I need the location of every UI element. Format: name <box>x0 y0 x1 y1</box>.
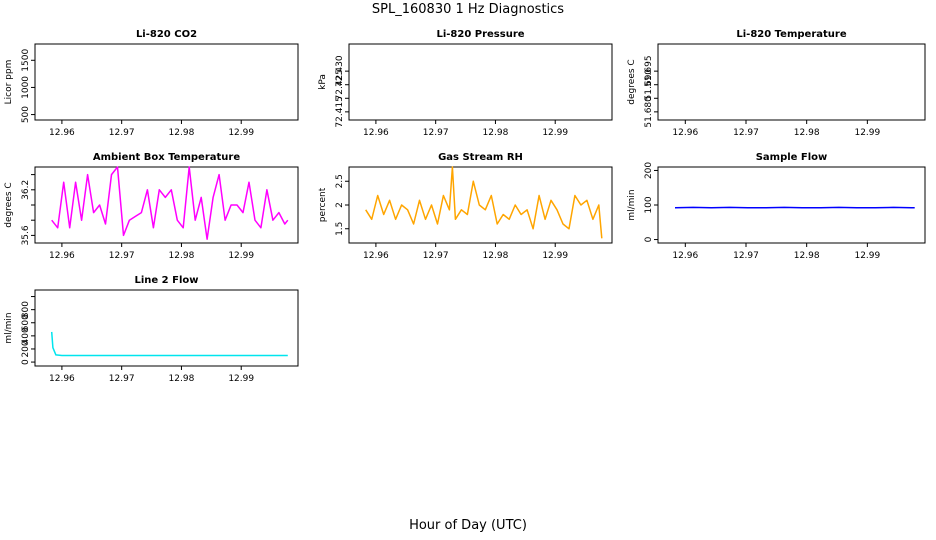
y-axis-label: ml/min <box>4 312 14 343</box>
figure-title: SPL_160830 1 Hz Diagnostics <box>371 2 565 17</box>
x-tick-label: 12.97 <box>109 128 135 138</box>
y-tick-label: 1500 <box>21 49 31 72</box>
x-tick-label: 12.96 <box>672 128 698 138</box>
y-tick-label: 51.690 <box>644 69 654 101</box>
y-axis-label: Licor ppm <box>4 60 14 105</box>
panel-title: Line 2 Flow <box>135 275 199 286</box>
plot-frame <box>657 166 926 244</box>
y-tick-label: 400 <box>21 327 31 344</box>
x-tick-label: 12.97 <box>423 128 449 138</box>
plot-frame <box>34 289 299 367</box>
panel-title: Gas Stream RH <box>438 152 523 163</box>
x-tick-label: 12.96 <box>672 251 698 261</box>
x-tick-label: 12.99 <box>228 374 254 384</box>
x-tick-label: 12.98 <box>483 251 509 261</box>
x-axis-title: Hour of Day (UTC) <box>409 518 527 533</box>
panel-title: Li-820 Temperature <box>736 29 846 40</box>
series-line-ambient <box>51 166 289 240</box>
panel-co2: Li-820 CO2 12.96 12.97 12.98 12.99 500 1000 150… <box>4 29 299 138</box>
y-tick-label: 100 <box>644 196 654 213</box>
panel-title: Li-820 CO2 <box>136 29 197 40</box>
panel-title: Sample Flow <box>756 152 828 163</box>
x-tick-label: 12.98 <box>794 128 820 138</box>
panel-rh: Gas Stream RH 12.96 12.97 12.98 12.99 1.5 2 2.5… <box>318 152 613 261</box>
y-axis-label: ml/min <box>627 189 637 220</box>
x-tick-label: 12.99 <box>542 128 568 138</box>
x-tick-label: 12.97 <box>733 128 759 138</box>
plot-frame <box>34 166 299 244</box>
x-tick-label: 12.97 <box>423 251 449 261</box>
panel-temperature: Li-820 Temperature 12.96 12.97 12.98 12.99 51… <box>627 29 926 138</box>
plot-frame <box>34 43 299 121</box>
y-tick-label: 200 <box>644 162 654 179</box>
series-line-rh <box>365 166 603 239</box>
x-tick-label: 12.99 <box>542 251 568 261</box>
x-tick-label: 12.99 <box>228 251 254 261</box>
y-tick-label: 800 <box>21 301 31 318</box>
x-tick-label: 12.97 <box>733 251 759 261</box>
x-tick-label: 12.99 <box>854 128 880 138</box>
y-tick-label: 51.680 <box>644 96 654 128</box>
x-tick-label: 12.97 <box>109 251 135 261</box>
y-tick-label: 36.2 <box>21 180 31 200</box>
x-tick-label: 12.98 <box>483 128 509 138</box>
x-tick-label: 12.99 <box>228 128 254 138</box>
x-tick-label: 12.99 <box>854 251 880 261</box>
x-tick-label: 12.96 <box>49 374 75 384</box>
plot-frame <box>657 43 926 121</box>
x-tick-label: 12.97 <box>109 374 135 384</box>
y-tick-label: 51.695 <box>644 55 654 87</box>
x-tick-label: 12.98 <box>169 128 195 138</box>
y-tick-label: 72.415 <box>335 96 345 128</box>
x-tick-label: 12.98 <box>794 251 820 261</box>
x-tick-label: 12.96 <box>49 128 75 138</box>
y-tick-label: 35.6 <box>21 225 31 245</box>
y-axis-label: degrees C <box>627 59 637 104</box>
y-tick-label: 72.430 <box>335 55 345 87</box>
panel-title: Ambient Box Temperature <box>93 152 240 163</box>
x-tick-label: 12.96 <box>363 128 389 138</box>
y-tick-label: 0 <box>644 236 654 242</box>
y-tick-label: 72.425 <box>335 69 345 101</box>
y-tick-label: 1.5 <box>335 222 345 236</box>
y-tick-label: 1000 <box>21 76 31 99</box>
x-tick-label: 12.96 <box>49 251 75 261</box>
panel-line2flow: Line 2 Flow 12.96 12.97 12.98 12.99 0 20040060… <box>4 275 299 384</box>
panel-sampleflow: Sample Flow 12.96 12.97 12.98 12.99 0 100 200 ml… <box>627 152 926 261</box>
y-axis-label: percent <box>318 187 328 222</box>
y-tick-label: 2 <box>335 202 345 208</box>
series-line-line2flow <box>50 331 288 357</box>
panel-pressure: Li-820 Pressure 12.96 12.97 12.98 12.99 72.41… <box>318 29 613 138</box>
x-tick-label: 12.98 <box>169 374 195 384</box>
y-tick-label: 200 <box>21 340 31 357</box>
y-tick-label: 0 <box>21 359 31 365</box>
y-axis-label: degrees C <box>4 182 14 227</box>
x-tick-label: 12.96 <box>363 251 389 261</box>
panel-ambient: Ambient Box Temperature 12.96 12.97 12.98 12… <box>4 152 299 261</box>
y-tick-label: 600 <box>21 314 31 331</box>
panel-title: Li-820 Pressure <box>436 29 524 40</box>
y-axis-label: kPa <box>318 74 328 90</box>
y-tick-label: 500 <box>21 106 31 123</box>
plot-frame <box>348 43 613 121</box>
x-tick-label: 12.98 <box>169 251 195 261</box>
y-tick-label: 2.5 <box>335 174 345 188</box>
